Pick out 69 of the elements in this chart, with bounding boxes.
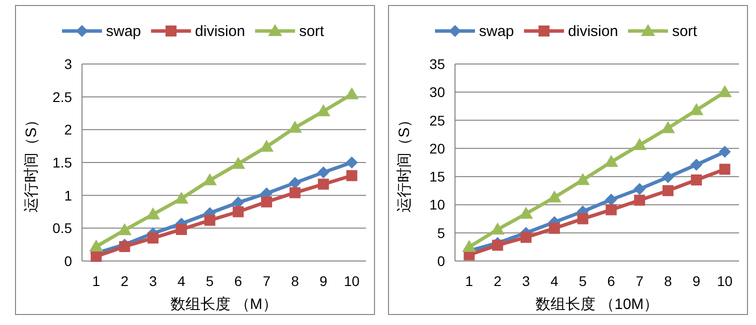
y-tick-label: 35 <box>429 56 446 72</box>
x-tick-label: 8 <box>291 273 300 289</box>
point <box>316 104 330 116</box>
y-axis-title: 运行时间（S） <box>396 112 413 213</box>
point <box>288 120 302 133</box>
y-tick-label: 1.5 <box>52 154 72 170</box>
x-tick-label: 10 <box>717 273 733 289</box>
point <box>174 192 188 204</box>
y-tick-label: 5 <box>437 224 446 241</box>
x-tick-label: 4 <box>550 273 558 289</box>
point <box>204 214 216 226</box>
x-tick-label: 7 <box>262 273 271 289</box>
point <box>318 178 329 190</box>
y-tick-label: 15 <box>429 168 446 185</box>
x-tick-label: 9 <box>320 273 328 289</box>
point <box>661 121 675 134</box>
x-tick-label: 3 <box>149 273 158 289</box>
legend-label: division <box>195 23 246 40</box>
x-tick-label: 6 <box>607 273 616 289</box>
y-tick-label: 30 <box>429 84 446 100</box>
y-tick-label: 2 <box>64 122 72 138</box>
y-tick-label: 0 <box>64 253 72 269</box>
x-tick-label: 2 <box>494 273 502 289</box>
point <box>118 223 132 236</box>
x-tick-label: 6 <box>234 273 242 289</box>
point <box>346 156 358 168</box>
x-tick-label: 3 <box>522 273 530 289</box>
x-tick-label: 5 <box>206 273 214 289</box>
x-tick-label: 8 <box>664 273 672 289</box>
x-tick-label: 10 <box>344 273 360 289</box>
point <box>289 176 301 189</box>
point <box>317 166 330 178</box>
point <box>89 240 104 252</box>
y-tick-label: 20 <box>429 140 446 156</box>
point <box>90 250 102 262</box>
point <box>718 85 732 98</box>
point <box>346 170 358 182</box>
y-tick-label: 0.5 <box>52 220 72 236</box>
x-tick-label: 5 <box>578 273 587 289</box>
legend-label: swap <box>479 23 514 40</box>
x-tick-label: 9 <box>692 273 700 289</box>
point <box>232 206 244 218</box>
point <box>290 187 300 198</box>
legend-label: sort <box>299 23 325 40</box>
legend-label: sort <box>672 23 698 40</box>
point <box>176 224 187 235</box>
y-tick-label: 10 <box>429 196 446 213</box>
y-axis-title: 运行时间（S） <box>23 112 40 213</box>
y-tick-label: 1 <box>64 187 72 204</box>
y-tick-label: 2.5 <box>52 88 72 105</box>
x-tick-label: 7 <box>636 273 644 289</box>
y-tick-label: 25 <box>429 112 446 128</box>
point <box>261 196 272 208</box>
point <box>148 232 158 244</box>
point <box>260 140 274 152</box>
x-axis-title: 数组长度 （M） <box>170 296 278 313</box>
legend-label: swap <box>106 23 142 40</box>
legend-label: division <box>568 23 618 40</box>
point <box>344 87 359 100</box>
point <box>119 241 130 252</box>
point <box>231 156 246 169</box>
x-tick-label: 1 <box>465 273 474 289</box>
x-axis-title: 数组长度 （10M） <box>535 296 659 313</box>
x-tick-label: 1 <box>92 273 100 289</box>
x-tick-label: 2 <box>120 273 129 289</box>
y-tick-label: 3 <box>64 56 72 72</box>
x-tick-label: 4 <box>178 273 186 289</box>
point <box>146 207 160 220</box>
y-tick-label: 0 <box>437 253 446 269</box>
